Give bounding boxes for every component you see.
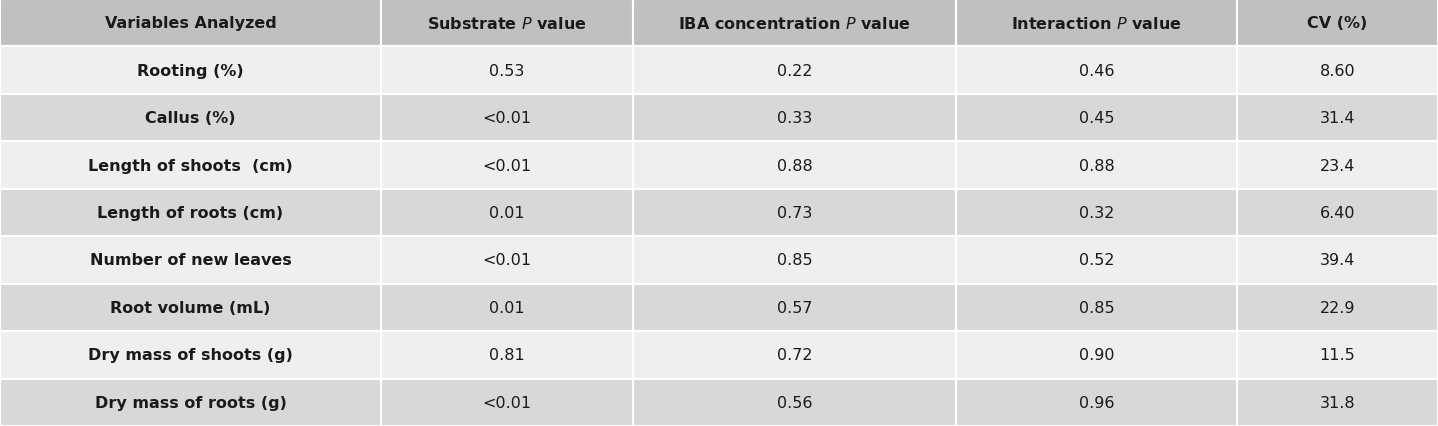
Bar (381, 189, 633, 237)
Bar (381, 237, 633, 284)
Bar (956, 95, 1237, 142)
Bar (381, 331, 633, 379)
Text: Rooting (%): Rooting (%) (137, 63, 244, 78)
Bar (633, 95, 956, 142)
Text: 0.56: 0.56 (777, 395, 812, 410)
Text: 0.01: 0.01 (489, 205, 525, 221)
Bar (633, 47, 956, 95)
Bar (1237, 95, 1438, 142)
Bar (381, 284, 633, 331)
Text: 0.85: 0.85 (777, 253, 812, 268)
Bar (381, 0, 633, 47)
Text: IBA concentration $\mathit{P}$ value: IBA concentration $\mathit{P}$ value (679, 16, 910, 32)
Bar (1237, 47, 1438, 95)
Text: <0.01: <0.01 (482, 158, 532, 173)
Text: 8.60: 8.60 (1320, 63, 1355, 78)
Bar (0, 237, 381, 284)
Bar (0, 95, 381, 142)
Bar (0, 47, 381, 95)
Text: 0.52: 0.52 (1078, 253, 1114, 268)
Bar (956, 237, 1237, 284)
Text: <0.01: <0.01 (482, 111, 532, 126)
Text: 31.4: 31.4 (1320, 111, 1355, 126)
Text: 0.90: 0.90 (1078, 348, 1114, 363)
Text: 0.45: 0.45 (1078, 111, 1114, 126)
Bar (0, 0, 381, 47)
Bar (633, 284, 956, 331)
Text: 6.40: 6.40 (1320, 205, 1355, 221)
Text: Dry mass of roots (g): Dry mass of roots (g) (95, 395, 286, 410)
Bar (956, 0, 1237, 47)
Bar (633, 331, 956, 379)
Bar (0, 331, 381, 379)
Text: Interaction $\mathit{P}$ value: Interaction $\mathit{P}$ value (1011, 16, 1182, 32)
Bar (0, 142, 381, 189)
Bar (633, 237, 956, 284)
Text: 0.32: 0.32 (1078, 205, 1114, 221)
Text: 0.81: 0.81 (489, 348, 525, 363)
Bar (0, 379, 381, 426)
Bar (1237, 331, 1438, 379)
Text: Variables Analyzed: Variables Analyzed (105, 16, 276, 31)
Text: CV (%): CV (%) (1307, 16, 1368, 31)
Text: 0.33: 0.33 (777, 111, 812, 126)
Bar (633, 379, 956, 426)
Bar (0, 284, 381, 331)
Text: 0.96: 0.96 (1078, 395, 1114, 410)
Text: <0.01: <0.01 (482, 253, 532, 268)
Bar (633, 142, 956, 189)
Bar (1237, 189, 1438, 237)
Bar (381, 142, 633, 189)
Bar (1237, 0, 1438, 47)
Text: Dry mass of shoots (g): Dry mass of shoots (g) (88, 348, 293, 363)
Text: 39.4: 39.4 (1320, 253, 1355, 268)
Text: 0.53: 0.53 (489, 63, 525, 78)
Text: 0.57: 0.57 (777, 300, 812, 315)
Bar (1237, 142, 1438, 189)
Text: 0.85: 0.85 (1078, 300, 1114, 315)
Bar (956, 284, 1237, 331)
Bar (633, 0, 956, 47)
Bar (1237, 379, 1438, 426)
Bar (956, 189, 1237, 237)
Text: 0.88: 0.88 (777, 158, 812, 173)
Text: 0.22: 0.22 (777, 63, 812, 78)
Text: Callus (%): Callus (%) (145, 111, 236, 126)
Text: 11.5: 11.5 (1320, 348, 1355, 363)
Text: 0.88: 0.88 (1078, 158, 1114, 173)
Text: Number of new leaves: Number of new leaves (89, 253, 292, 268)
Text: Length of shoots  (cm): Length of shoots (cm) (88, 158, 293, 173)
Text: 0.73: 0.73 (777, 205, 812, 221)
Bar (381, 95, 633, 142)
Text: 0.72: 0.72 (777, 348, 812, 363)
Text: 0.46: 0.46 (1078, 63, 1114, 78)
Bar (0, 189, 381, 237)
Bar (633, 189, 956, 237)
Text: 22.9: 22.9 (1320, 300, 1355, 315)
Text: <0.01: <0.01 (482, 395, 532, 410)
Bar (956, 379, 1237, 426)
Bar (1237, 284, 1438, 331)
Bar (956, 47, 1237, 95)
Bar (381, 379, 633, 426)
Text: Root volume (mL): Root volume (mL) (111, 300, 270, 315)
Text: Length of roots (cm): Length of roots (cm) (98, 205, 283, 221)
Bar (1237, 237, 1438, 284)
Text: 0.01: 0.01 (489, 300, 525, 315)
Bar (956, 331, 1237, 379)
Text: 31.8: 31.8 (1320, 395, 1355, 410)
Bar (956, 142, 1237, 189)
Text: 23.4: 23.4 (1320, 158, 1355, 173)
Text: Substrate $\mathit{P}$ value: Substrate $\mathit{P}$ value (427, 16, 587, 32)
Bar (381, 47, 633, 95)
